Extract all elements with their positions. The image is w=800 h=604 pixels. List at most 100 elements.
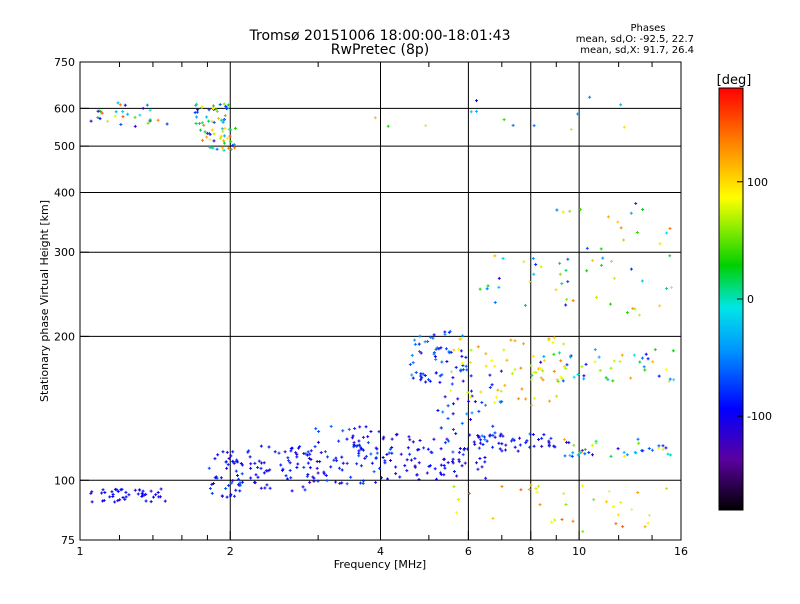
data-point [504,448,508,452]
data-point [452,470,456,474]
data-point [474,109,478,113]
data-point [410,353,414,357]
data-point [240,472,244,476]
data-point [501,434,505,438]
data-point [99,109,103,113]
data-point [303,488,307,492]
data-point [325,479,329,483]
data-point [445,437,449,441]
y-tick-label: 750 [54,56,75,69]
data-point [369,430,373,434]
data-point [498,447,502,451]
data-point [468,433,472,437]
data-point [390,451,394,455]
data-point [264,469,268,473]
data-point [456,497,460,501]
data-point [491,424,495,428]
data-point [263,486,267,490]
data-point [287,459,291,463]
data-point [576,372,580,376]
data-point [460,464,464,468]
data-point [210,491,214,495]
data-point [466,391,470,395]
data-point [616,513,620,517]
data-point [148,118,152,122]
data-point [357,454,361,458]
data-point [417,342,421,346]
data-point [236,473,240,477]
data-point [156,118,160,122]
data-point [443,466,447,470]
data-point [531,354,535,358]
data-point [313,445,317,449]
data-point [405,458,409,462]
data-point [594,439,598,443]
data-point [236,460,240,464]
data-point [528,280,532,284]
data-point [361,481,365,485]
data-point [205,115,209,119]
data-point [572,443,576,447]
data-point [478,441,482,445]
data-point [641,207,645,211]
data-point [444,347,448,351]
data-point [407,435,411,439]
data-point [316,471,320,475]
data-point [326,455,330,459]
data-point [582,377,586,381]
data-point [469,360,473,364]
data-point [491,433,495,437]
data-point [611,379,615,383]
data-point [568,209,572,213]
data-point [277,451,281,455]
data-point [497,441,501,445]
data-point [378,466,382,470]
data-point [567,441,571,445]
data-point [366,441,370,445]
data-point [499,389,503,393]
data-point [478,457,482,461]
data-point [571,451,575,455]
data-point [576,112,580,116]
data-point [562,438,566,441]
data-point [369,452,373,456]
data-point [475,461,479,465]
data-point [337,439,341,443]
data-point [289,449,293,453]
data-point [224,460,228,464]
data-point [524,397,528,401]
data-point [357,443,361,447]
data-point [439,447,443,451]
data-point [301,485,305,489]
data-point [672,378,676,382]
data-point [438,374,442,378]
data-point [665,287,669,291]
data-point [571,299,575,303]
data-point [479,438,483,442]
data-point [259,486,263,490]
data-point [203,130,207,134]
data-point [531,256,535,260]
data-point [345,482,349,486]
data-point [247,449,251,453]
data-point [452,485,456,489]
data-point [497,276,501,280]
data-point [257,459,261,463]
data-point [415,473,419,477]
data-point [253,481,257,485]
data-point [308,480,312,484]
data-point [539,367,543,371]
data-point [551,341,555,345]
data-point [200,105,204,109]
data-point [646,357,650,361]
data-point [450,460,454,464]
data-point [669,453,673,457]
data-point [642,365,646,369]
data-point [484,352,488,356]
data-point [226,463,230,467]
data-point [374,456,378,460]
data-point [394,465,398,469]
data-point [201,138,205,142]
data-point [141,489,145,493]
data-point [601,256,605,260]
